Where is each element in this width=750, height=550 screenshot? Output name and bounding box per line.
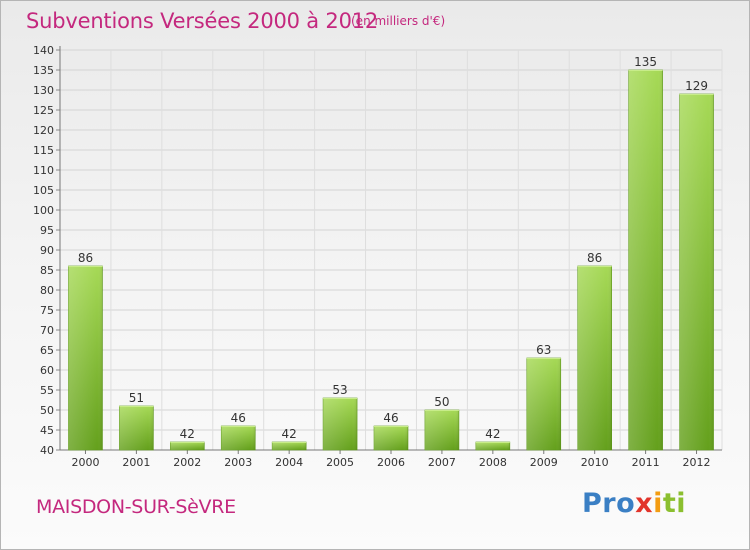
- y-tick-label: 100: [33, 204, 54, 217]
- y-tick-label: 135: [33, 64, 54, 77]
- commune-name: MAISDON-SUR-SèVRE: [36, 496, 236, 518]
- data-label: 42: [282, 427, 297, 441]
- logo-part-1: Pro: [582, 488, 636, 519]
- logo-part-3: i: [653, 488, 663, 519]
- y-tick-label: 60: [40, 364, 54, 377]
- proxiti-logo[interactable]: Proxiti: [582, 488, 686, 519]
- data-label: 42: [485, 427, 500, 441]
- y-tick-label: 45: [40, 424, 54, 437]
- bar-highlight: [119, 406, 154, 450]
- data-label: 50: [434, 395, 449, 409]
- y-tick-label: 85: [40, 264, 54, 277]
- x-tick-label: 2000: [71, 456, 99, 469]
- x-tick-label: 2007: [428, 456, 456, 469]
- data-label: 86: [78, 251, 93, 265]
- y-tick-label: 75: [40, 304, 54, 317]
- bar-highlight: [170, 442, 205, 450]
- bar-highlight: [475, 442, 510, 450]
- x-tick-label: 2008: [479, 456, 507, 469]
- grid-lines: [59, 49, 723, 451]
- y-tick-label: 105: [33, 184, 54, 197]
- x-tick-label: 2002: [173, 456, 201, 469]
- y-tick-label: 70: [40, 324, 54, 337]
- x-tick-label: 2003: [224, 456, 252, 469]
- data-label: 42: [180, 427, 195, 441]
- bar-highlight: [221, 426, 256, 450]
- y-tick-label: 130: [33, 84, 54, 97]
- y-tick-label: 65: [40, 344, 54, 357]
- bar-highlight: [526, 358, 561, 450]
- data-label: 135: [634, 55, 657, 69]
- y-tick-label: 55: [40, 384, 54, 397]
- y-tick-label: 125: [33, 104, 54, 117]
- data-label: 63: [536, 343, 551, 357]
- bar-highlight: [272, 442, 307, 450]
- y-tick-label: 80: [40, 284, 54, 297]
- data-label: 46: [231, 411, 246, 425]
- x-tick-label: 2005: [326, 456, 354, 469]
- x-tick-label: 2010: [581, 456, 609, 469]
- bar-highlight: [323, 398, 358, 450]
- y-tick-label: 140: [33, 44, 54, 57]
- logo-part-2: x: [635, 488, 654, 519]
- data-label: 86: [587, 251, 602, 265]
- bar-highlight: [628, 70, 663, 450]
- x-tick-label: 2006: [377, 456, 405, 469]
- data-label: 51: [129, 391, 144, 405]
- chart-title: Subventions Versées 2000 à 2012: [26, 9, 379, 33]
- y-tick-label: 95: [40, 224, 54, 237]
- y-tick-label: 110: [33, 164, 54, 177]
- y-tick-label: 90: [40, 244, 54, 257]
- y-tick-label: 50: [40, 404, 54, 417]
- x-tick-label: 2012: [683, 456, 711, 469]
- bar-highlight: [68, 266, 103, 450]
- bar-highlight: [374, 426, 408, 450]
- x-tick-labels: 2000 2001 2002 2003 2004 2005 2006 2007 2008 2009…: [71, 456, 710, 469]
- data-label: 53: [332, 383, 347, 397]
- bar-highlight: [679, 94, 714, 450]
- data-labels: 86 51 42 46 42 53 46 50 42 63 86 135 129: [78, 55, 708, 441]
- bar-highlight: [424, 410, 459, 450]
- y-tick-label: 115: [33, 144, 54, 157]
- x-tick-label: 2004: [275, 456, 303, 469]
- y-tick-label: 40: [40, 444, 54, 457]
- data-label: 129: [685, 79, 708, 93]
- chart-subtitle: (en milliers d'€): [351, 14, 446, 28]
- x-tick-label: 2001: [122, 456, 150, 469]
- y-tick-labels: 40 45 50 55 60 65 70 75 80 85 90 95 100 105 110 115 120 1…: [33, 44, 54, 457]
- bar-highlight: [577, 266, 612, 450]
- bars: [68, 69, 714, 451]
- logo-part-4: ti: [662, 488, 687, 519]
- x-tick-label: 2011: [632, 456, 660, 469]
- y-tick-label: 120: [33, 124, 54, 137]
- data-label: 46: [383, 411, 398, 425]
- x-tick-label: 2009: [530, 456, 558, 469]
